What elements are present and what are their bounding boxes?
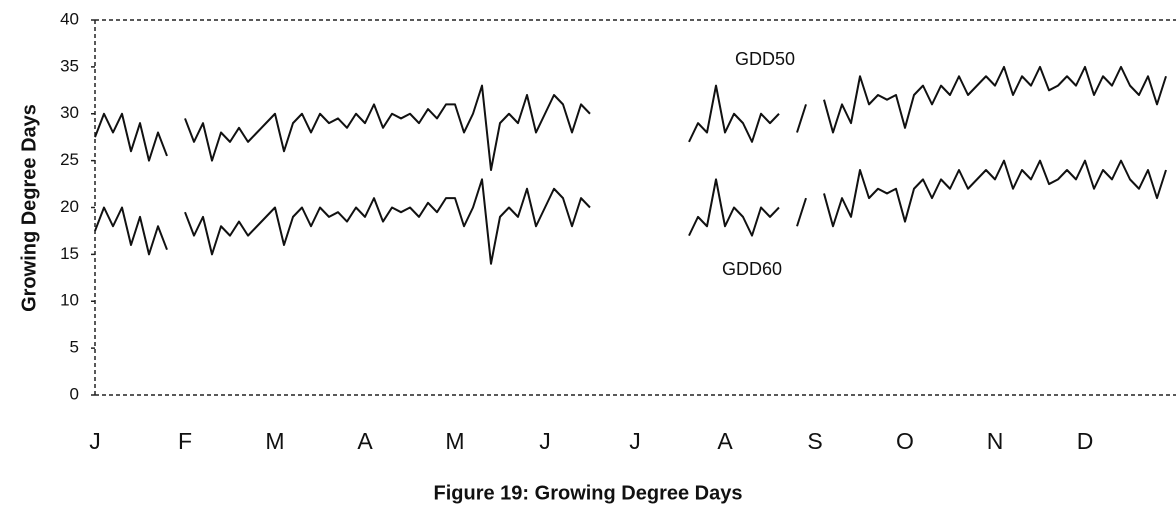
- x-tick-label: J: [539, 428, 551, 454]
- y-tick-label: 40: [60, 9, 79, 28]
- y-tick-label: 30: [60, 103, 79, 122]
- y-tick-label: 10: [60, 291, 79, 310]
- chart-title: Figure 19: Growing Degree Days: [434, 482, 743, 504]
- x-tick-label: F: [178, 428, 192, 454]
- x-tick-label: J: [629, 428, 641, 454]
- x-tick-label: A: [717, 428, 733, 454]
- x-tick-label: A: [357, 428, 373, 454]
- line-series: [94, 159, 1167, 265]
- series-label: GDD50: [735, 49, 795, 69]
- y-tick-label: 35: [60, 56, 79, 75]
- x-tick-label: S: [807, 428, 822, 454]
- y-tick-label: 25: [60, 150, 79, 169]
- x-tick-label: N: [987, 428, 1004, 454]
- series-label: GDD60: [722, 259, 782, 279]
- x-tick-label: D: [1077, 428, 1094, 454]
- line-series: [94, 65, 1167, 171]
- x-tick-label: M: [265, 428, 284, 454]
- y-tick-label: 15: [60, 244, 79, 263]
- x-tick-label: O: [896, 428, 914, 454]
- y-tick-label: 5: [70, 338, 79, 357]
- y-tick-label: 0: [70, 384, 79, 403]
- x-tick-label: M: [445, 428, 464, 454]
- x-tick-label: J: [89, 428, 101, 454]
- y-axis-label: Growing Degree Days: [18, 104, 40, 312]
- y-tick-label: 20: [60, 197, 79, 216]
